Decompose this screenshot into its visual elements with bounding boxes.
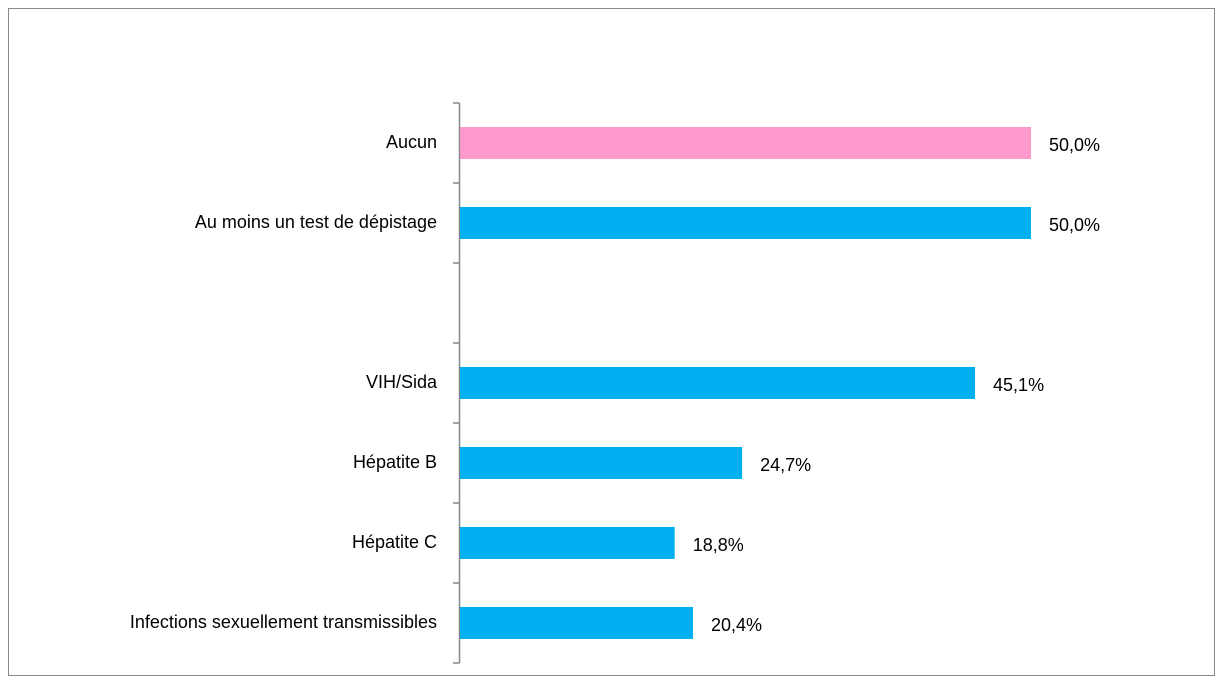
y-tick-label: VIH/Sida <box>366 372 438 392</box>
y-tick-label: Aucun <box>386 132 437 152</box>
y-tick-label: Hépatite B <box>353 452 437 472</box>
data-label: 20,4% <box>711 615 762 635</box>
y-tick-label: Hépatite C <box>352 532 437 552</box>
data-label: 18,8% <box>693 535 744 555</box>
bar <box>460 127 1031 159</box>
bar <box>460 527 675 559</box>
bar <box>460 207 1031 239</box>
data-label: 45,1% <box>993 375 1044 395</box>
data-label: 50,0% <box>1049 135 1100 155</box>
data-label: 50,0% <box>1049 215 1100 235</box>
y-tick-label: Infections sexuellement transmissibles <box>130 612 437 632</box>
chart-frame <box>8 8 1215 676</box>
data-label: 24,7% <box>760 455 811 475</box>
bar <box>460 447 743 479</box>
bar <box>460 367 976 399</box>
bar <box>460 607 693 639</box>
y-tick-label: Au moins un test de dépistage <box>195 212 437 232</box>
